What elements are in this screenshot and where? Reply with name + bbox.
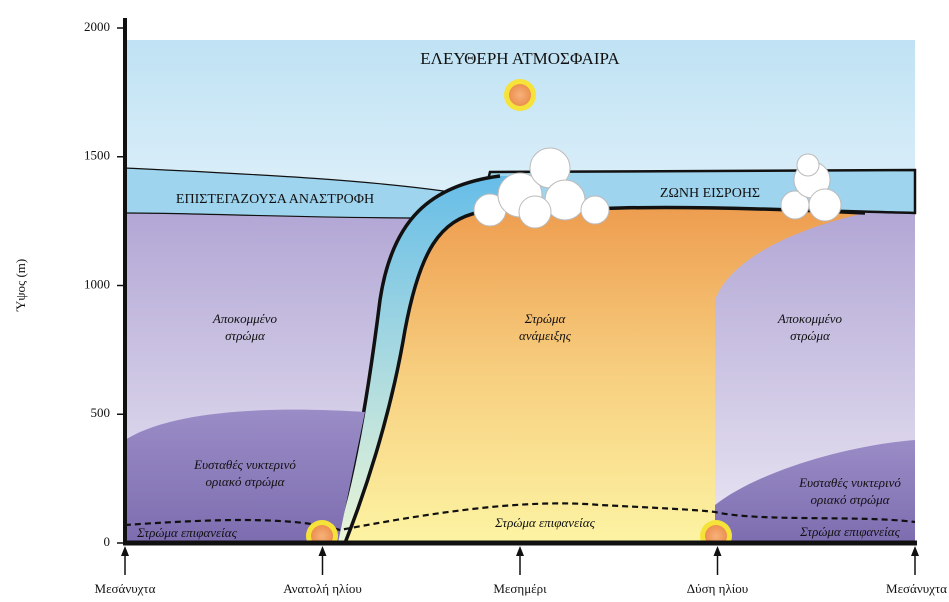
- region-label: ανάμειξης: [519, 328, 572, 343]
- entrainment-zone: [333, 176, 520, 543]
- region-label: στρώμα: [225, 328, 266, 343]
- time-label: Μεσάνυχτα: [886, 581, 947, 596]
- region-label: οριακό στρώμα: [206, 474, 286, 489]
- time-label: Ανατολή ηλίου: [283, 581, 362, 596]
- y-tick-label: 2000: [84, 19, 110, 34]
- region-label: Στρώμα επιφανείας: [494, 515, 595, 530]
- region-label: Στρώμα επιφανείας: [799, 524, 900, 539]
- arrow-head: [516, 546, 524, 556]
- y-tick-label: 1500: [84, 148, 110, 163]
- capping-inversion-label: ΕΠΙΣΤΕΓΑΖΟΥΣΑ ΑΝΑΣΤΡΟΦΗ: [176, 192, 374, 207]
- boundary-line: [343, 205, 866, 544]
- time-label: Δύση ηλίου: [687, 581, 748, 596]
- region-label: Αποκομμένο: [212, 311, 278, 326]
- mixed-layer: [340, 207, 865, 543]
- surface-layer-line: [124, 502, 916, 532]
- region-label: στρώμα: [790, 328, 831, 343]
- arrow-head: [121, 546, 129, 556]
- y-tick-label: 0: [104, 534, 111, 549]
- sun: [504, 79, 536, 111]
- y-tick-label: 1000: [84, 276, 110, 291]
- region-label: Ευσταθές νυκτερινό: [798, 475, 901, 490]
- region-label: Στρώμα: [524, 311, 567, 326]
- arrow-head: [318, 546, 327, 556]
- time-label: Μεσάνυχτα: [95, 581, 156, 596]
- cloud: [780, 153, 842, 222]
- y-axis-label: Ύψος (m): [13, 259, 28, 312]
- arrow-head: [713, 546, 722, 556]
- title: ΕΛΕΥΘΕΡΗ ΑΤΜΟΣΦΑΙΡΑ: [420, 49, 620, 68]
- arrow-head: [911, 546, 919, 556]
- bottom-margin: [0, 545, 949, 602]
- region-label: Ευσταθές νυκτερινό: [193, 457, 296, 472]
- stable-layer: [125, 409, 365, 543]
- region-label: οριακό στρώμα: [811, 492, 891, 507]
- region-label: Αποκομμένο: [777, 311, 843, 326]
- entrainment-zone-label: ΖΩΝΗ ΕΙΣΡΟΗΣ: [660, 186, 760, 201]
- y-tick-label: 500: [91, 405, 111, 420]
- region-label: Στρώμα επιφανείας: [136, 525, 237, 540]
- cloud: [473, 147, 610, 229]
- time-label: Μεσημέρι: [493, 581, 547, 596]
